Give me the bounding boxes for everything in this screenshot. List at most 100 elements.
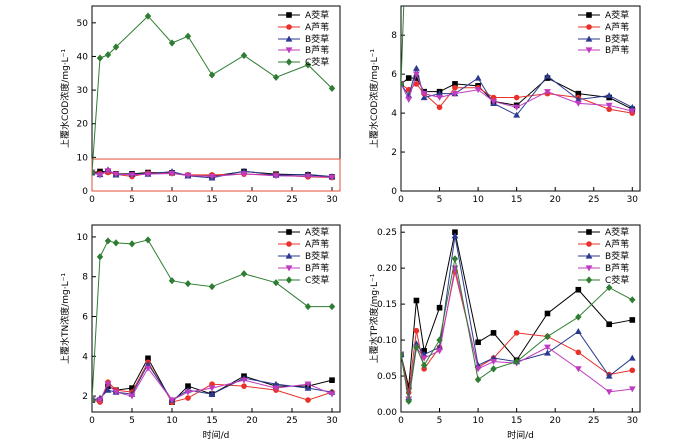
y-tick-label: 40 [77,52,89,62]
y-tick-label: 2 [391,148,397,158]
data-point-series-4 [240,377,248,384]
data-point-series-3 [451,232,459,239]
data-point-series-4 [184,389,192,396]
data-point-series-3 [474,74,482,81]
legend-marker-5 [285,58,293,66]
data-point-series-4 [104,381,112,388]
data-point-series-2 [606,106,612,113]
x-tick-label: 25 [286,416,297,426]
data-point-series-5 [208,283,216,291]
x-tick-label: 0 [89,416,95,426]
data-point-series-3 [144,360,152,367]
data-point-series-2 [413,327,420,334]
data-point-series-4 [605,102,613,109]
data-point-series-1 [129,385,135,391]
data-point-series-5 [304,61,312,69]
x-tick-label: 30 [627,416,639,426]
data-point-series-5 [240,51,248,60]
x-axis-label: 时间/d [507,429,534,441]
data-point-series-5 [168,277,176,285]
data-point-series-1 [436,304,443,311]
data-point-series-4 [436,348,443,355]
data-point-series-5 [401,350,405,359]
data-point-series-5 [474,376,482,384]
data-point-series-4 [184,172,192,179]
data-point-series-5 [629,296,636,304]
legend-marker-4 [285,47,293,54]
data-layer [92,12,336,181]
data-point-series-1 [475,339,481,346]
y-axis-label: 上覆水COD浓度/mg·L⁻¹ [59,49,71,148]
x-tick-label: 5 [437,195,443,205]
x-tick-label: 0 [398,416,404,426]
x-tick-label: 10 [166,416,178,426]
y-tick-label: 0.20 [377,264,397,274]
data-point-series-5 [144,236,152,244]
data-point-series-3 [104,386,112,393]
data-point-series-1 [413,75,420,81]
data-point-series-4 [112,171,120,178]
data-point-series-4 [420,91,428,98]
y-tick-label: 10 [77,153,89,163]
x-tick-label: 30 [326,195,338,205]
legend-label-1: A茭草 [305,226,329,238]
x-tick-label: 15 [511,416,522,426]
legend-label-2: A芦苇 [305,238,329,250]
x-tick-label: 30 [627,195,639,205]
data-point-series-4 [490,98,497,105]
y-tick-label: 0 [82,187,88,197]
data-point-series-4 [96,397,104,404]
y-tick-label: 8 [82,273,88,283]
data-point-series-5 [605,283,613,292]
legend-label-3: B茭草 [305,250,329,262]
data-point-series-1 [405,384,412,390]
series-line-5 [401,6,405,84]
x-tick-label: 10 [472,416,484,426]
legend-marker-3 [585,252,593,259]
legend-marker-2 [286,241,292,247]
data-point-series-5 [304,302,312,311]
x-tick-label: 30 [326,416,338,426]
plot-frame [400,5,641,192]
data-point-series-3 [208,390,216,397]
legend-label-1: A茭草 [305,9,329,21]
data-point-series-1 [329,377,335,383]
x-tick-label: 25 [588,195,599,205]
data-point-series-3 [628,354,636,361]
y-tick-label: 30 [77,86,89,96]
legend-label-3: B茭草 [605,33,629,45]
data-point-series-1 [421,348,427,354]
data-point-series-5 [513,358,520,366]
y-tick-label: 0.25 [377,228,397,238]
legend-marker-4 [285,265,293,272]
legend-label-5: C茭草 [305,274,329,286]
x-tick-label: 5 [129,416,135,426]
data-point-series-4 [112,389,120,396]
x-tick-label: 25 [588,416,599,426]
y-tick-label: 4 [391,109,397,119]
legend-label-2: A芦苇 [605,21,629,33]
data-point-series-5 [436,336,443,344]
data-point-series-2 [413,81,420,87]
data-point-series-4 [104,168,112,175]
legend-marker-2 [286,24,292,30]
data-point-series-4 [304,173,312,180]
data-point-series-4 [128,172,136,179]
data-point-series-4 [405,96,413,103]
data-point-series-5 [401,80,405,88]
legend-marker-1 [286,12,292,18]
data-layer [92,236,336,405]
data-point-series-4 [328,391,336,398]
data-point-series-4 [168,397,176,404]
data-point-series-1 [490,330,497,336]
data-point-series-3 [574,96,582,103]
data-point-series-4 [328,174,336,181]
data-point-series-2 [305,397,311,403]
data-point-series-5 [420,361,428,369]
data-point-series-4 [628,386,636,393]
data-point-series-2 [185,395,191,401]
legend-marker-2 [586,24,592,30]
data-point-series-2 [241,383,247,389]
data-point-series-1 [405,75,412,81]
